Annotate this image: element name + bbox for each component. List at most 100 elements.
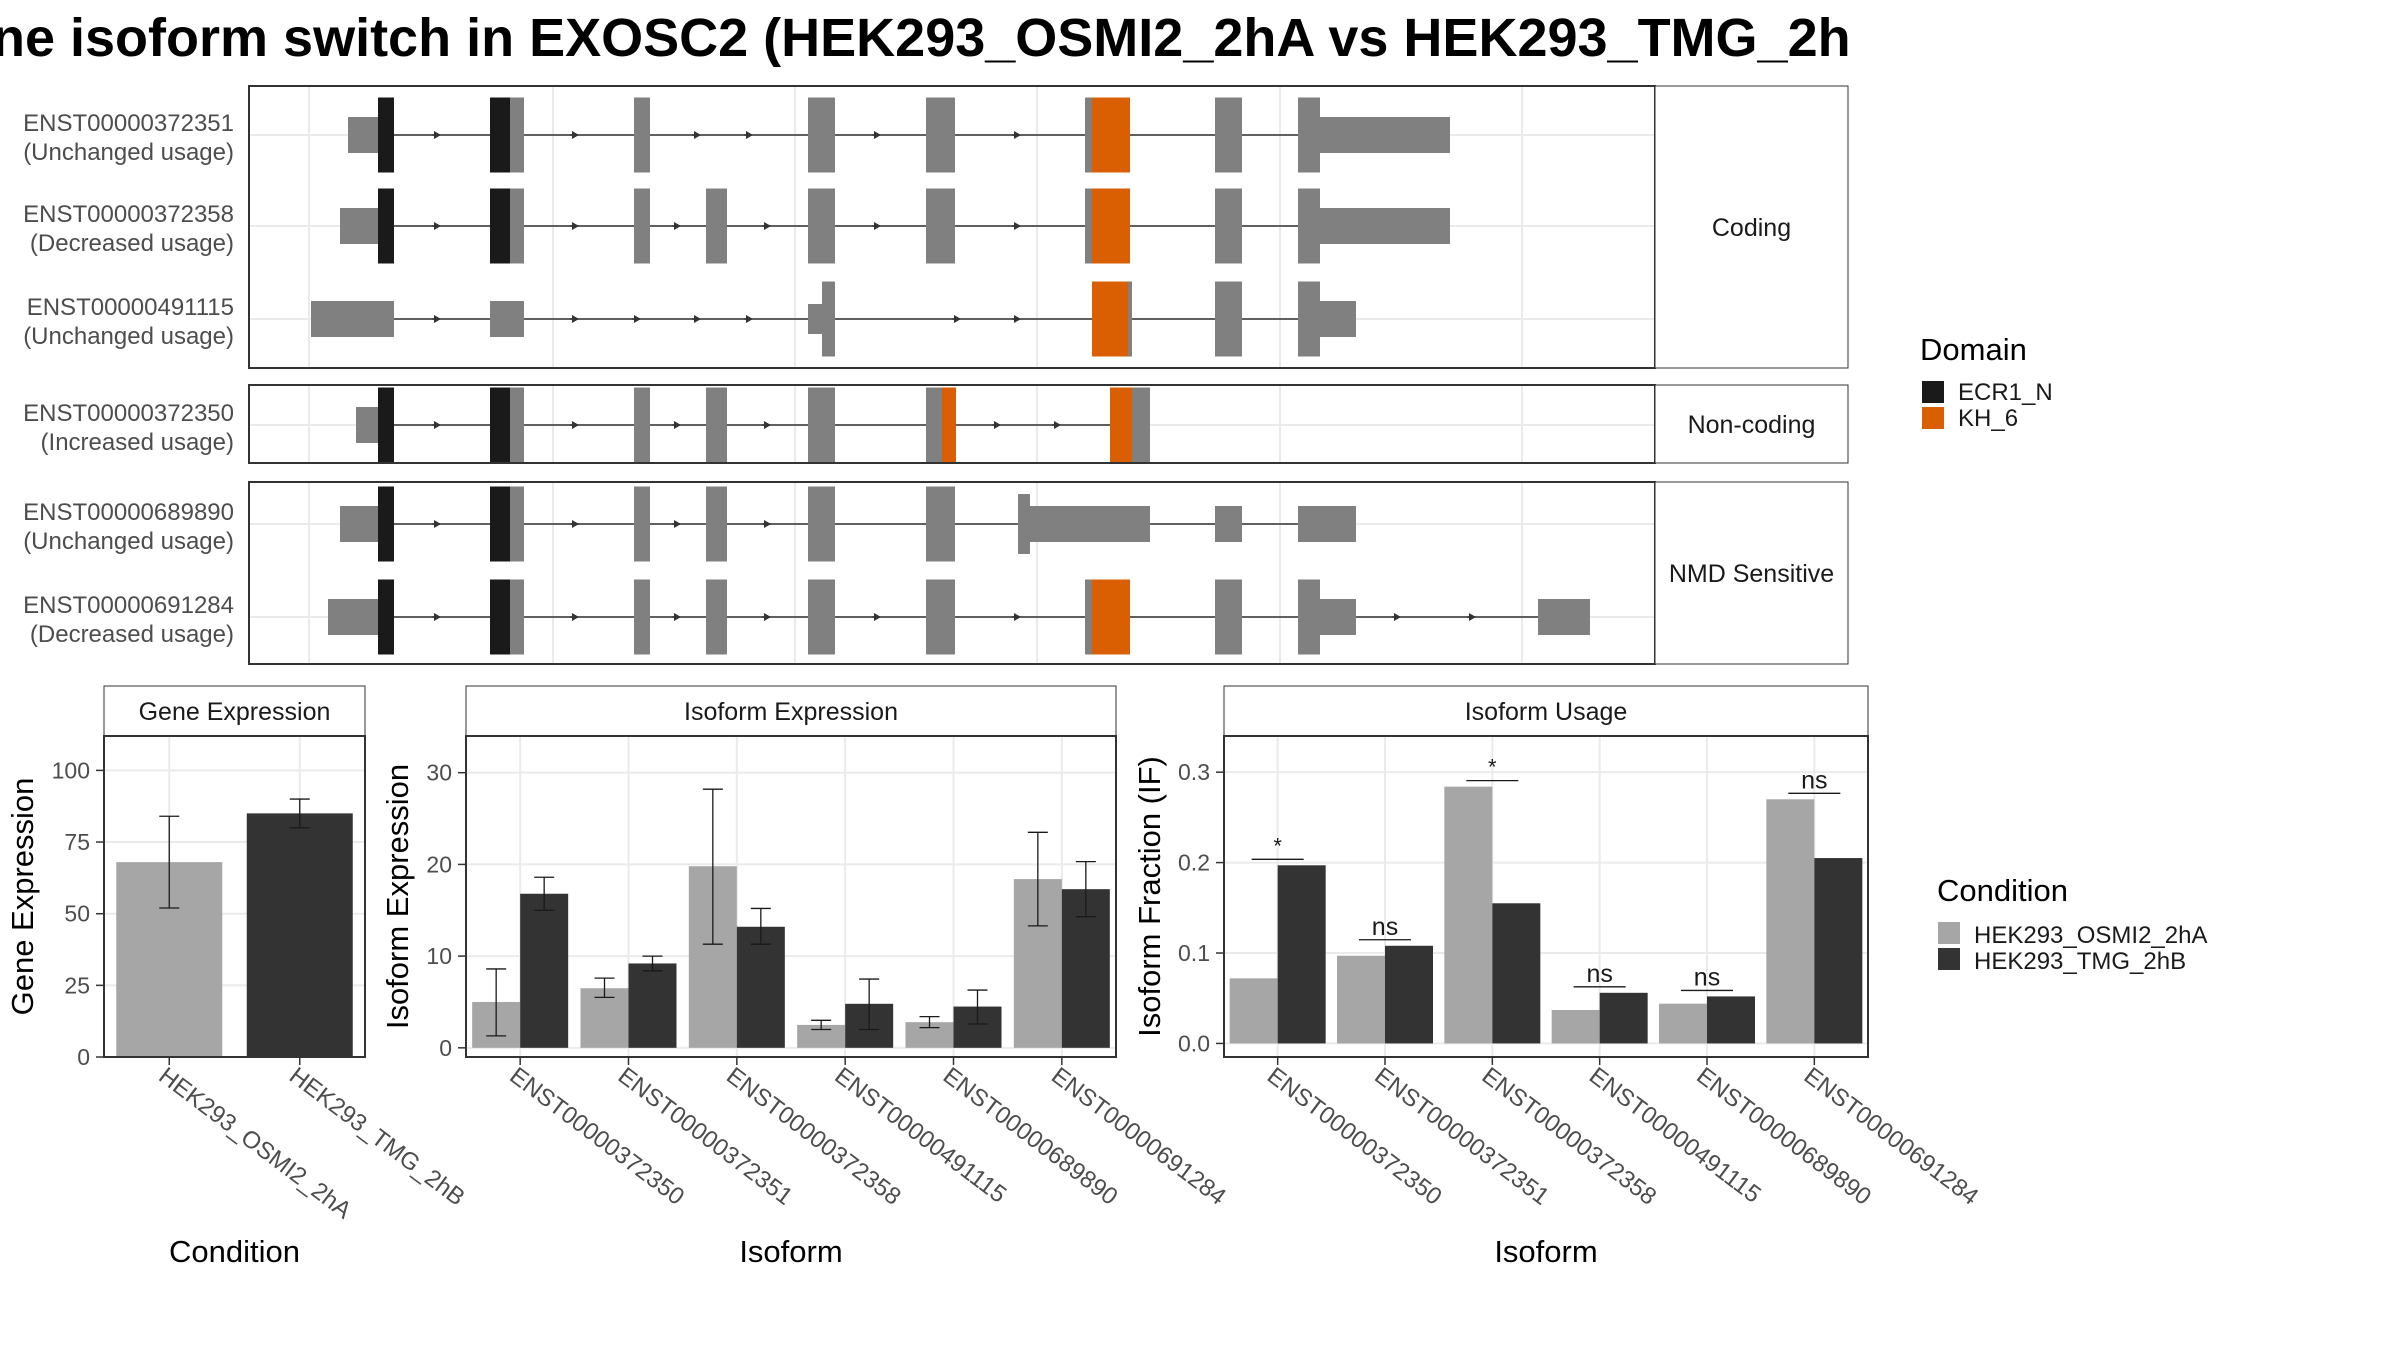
bar <box>1444 786 1493 1044</box>
isoform-usage-panel: Isoform Usage 0.0 0.1 0.2 0.3 * ns * ns ns ns ENST0… <box>1132 685 1984 1269</box>
transcript-id-label: ENST00000689890 <box>23 499 234 526</box>
figure-title: ne isoform switch in EXOSC2 (HEK293_OSMI… <box>0 8 1851 68</box>
error-bar <box>159 815 180 909</box>
facet-coding: ENST00000372351(Unchanged usage)ENST0000… <box>23 85 1849 369</box>
domain-kh6 <box>1092 281 1128 357</box>
condition-swatch <box>1938 922 1960 944</box>
facet-strip <box>1654 85 1849 369</box>
exon <box>808 486 835 562</box>
legend-swatch-kh_6 <box>1922 407 1944 429</box>
exon <box>1215 97 1242 173</box>
exon <box>1030 506 1150 542</box>
exon <box>706 486 727 562</box>
exon <box>1215 281 1242 357</box>
domain-ecr1 <box>490 486 510 562</box>
exon <box>348 117 378 153</box>
y-tick-label: 0.0 <box>1178 1030 1210 1056</box>
bar <box>1707 996 1755 1044</box>
transcript-id-label: ENST00000491115 <box>27 294 234 321</box>
exon <box>328 599 378 635</box>
transcript-id-label: ENST00000691284 <box>23 592 234 619</box>
x-axis-title: Isoform <box>739 1234 842 1269</box>
plot-border <box>103 735 366 1058</box>
domain-legend: Domain ECR1_NKH_6 <box>1920 332 2053 432</box>
exon <box>1215 506 1242 542</box>
y-tick-label: 20 <box>426 851 452 877</box>
y-tick-label: 0 <box>77 1044 90 1070</box>
domain-ecr1 <box>378 579 394 655</box>
bar <box>628 963 677 1048</box>
domain-ecr1 <box>490 97 510 173</box>
bar <box>1277 865 1326 1044</box>
error-bar <box>1027 831 1048 927</box>
bar <box>1599 992 1648 1044</box>
exon <box>808 304 822 334</box>
legend-label-kh_6: KH_6 <box>1958 405 2018 432</box>
domain-ecr1 <box>378 188 394 264</box>
panel-strip <box>103 685 366 737</box>
exon <box>1018 494 1030 554</box>
x-tick-label: ENST00000372351 <box>613 1062 798 1210</box>
domain-ecr1 <box>378 387 394 463</box>
y-tick-label: 25 <box>64 972 90 998</box>
legend-swatch-ecr1_n <box>1922 381 1944 403</box>
x-tick-label: ENST00000691284 <box>1046 1062 1231 1210</box>
facet-strip-label: NMD Sensitive <box>1669 560 1834 588</box>
transcript-ENST00000691284 <box>328 579 1590 655</box>
y-axis-title: Isoform Fraction (IF) <box>1132 756 1167 1037</box>
x-tick-label: ENST00000372358 <box>721 1062 906 1210</box>
transcript-usage-label: (Decreased usage) <box>30 230 234 257</box>
plot-bg <box>1224 736 1868 1057</box>
transcript-ENST00000372358 <box>340 188 1450 264</box>
significance-label: ns <box>1372 913 1398 941</box>
significance-label: ns <box>1694 963 1720 991</box>
exon <box>706 579 727 655</box>
y-tick-label: 30 <box>426 760 452 786</box>
exon <box>1320 599 1356 635</box>
x-tick-label: ENST00000372350 <box>505 1062 690 1210</box>
condition-label: HEK293_TMG_2hB <box>1974 948 2186 975</box>
transcript-id-label: ENST00000372351 <box>23 110 234 137</box>
legend-label-ecr1_n: ECR1_N <box>1958 379 2053 406</box>
exon <box>926 486 955 562</box>
facet-strip <box>1654 384 1849 464</box>
bar <box>1659 1003 1707 1044</box>
bar <box>1229 978 1278 1044</box>
x-axis-title: Isoform <box>1494 1234 1597 1269</box>
error-bar <box>811 1019 832 1031</box>
transcript-usage-label: (Increased usage) <box>41 429 234 456</box>
domain-ecr1 <box>490 579 510 655</box>
exon <box>1298 281 1320 357</box>
domain-legend-title: Domain <box>1920 332 2027 367</box>
bar <box>736 926 785 1048</box>
domain-kh6 <box>1092 188 1130 264</box>
significance-label: ns <box>1801 766 1827 794</box>
transcript-ENST00000372351 <box>348 97 1450 173</box>
x-tick-label: ENST00000691284 <box>1799 1062 1984 1210</box>
domain-kh6 <box>1092 97 1130 173</box>
y-tick-label: 0 <box>439 1035 452 1061</box>
isoform-expression-panel: Isoform Expression 0 10 20 30 ENST00000372350… <box>380 685 1231 1269</box>
domain-kh6 <box>1092 579 1130 655</box>
exon <box>340 506 378 542</box>
facet-strip-label: Coding <box>1712 214 1791 242</box>
exon <box>808 387 835 463</box>
transcript-ENST00000372350 <box>356 387 1150 463</box>
condition-label: HEK293_OSMI2_2hA <box>1974 922 2207 949</box>
exon <box>1298 506 1356 542</box>
error-bar <box>594 977 615 999</box>
error-bar <box>486 968 507 1037</box>
x-tick-label: ENST00000372351 <box>1369 1062 1554 1210</box>
panel-strip <box>465 685 1117 737</box>
exon <box>926 579 955 655</box>
x-tick-label: ENST00000689890 <box>1691 1062 1876 1210</box>
x-tick-label: ENST00000689890 <box>938 1062 1123 1210</box>
x-tick-label: ENST00000372350 <box>1262 1062 1447 1210</box>
condition-swatch <box>1938 948 1960 970</box>
domain-kh6 <box>1110 387 1132 463</box>
exon <box>1538 599 1590 635</box>
error-bar <box>642 955 663 972</box>
exon <box>1298 188 1320 264</box>
